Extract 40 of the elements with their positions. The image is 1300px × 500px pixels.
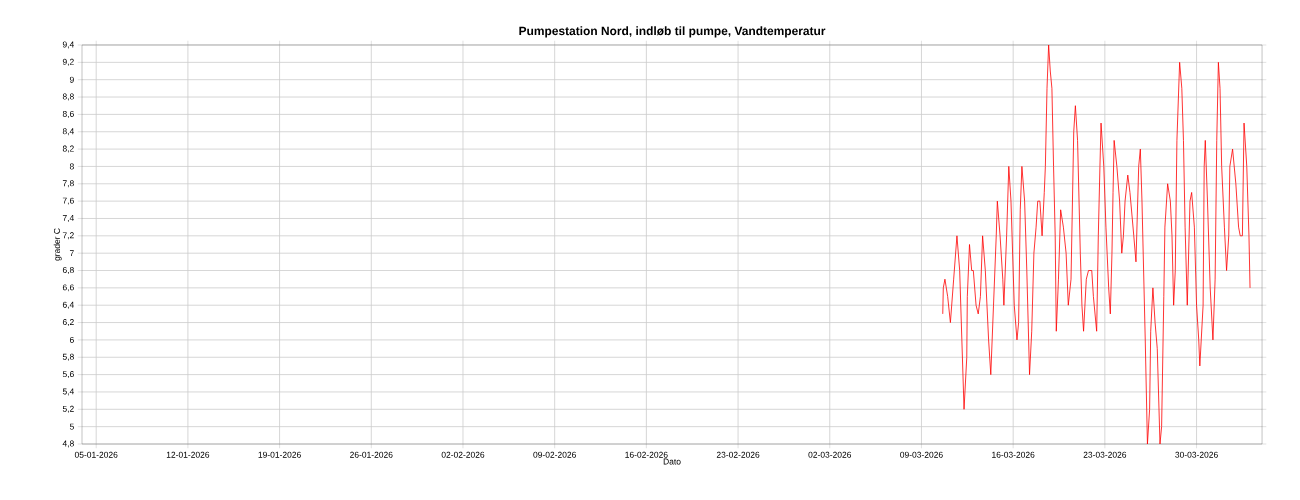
y-tick-label: 6,2 [62, 319, 74, 327]
x-tick-label: 16-03-2026 [992, 451, 1035, 458]
x-tick-label: 02-02-2026 [441, 451, 485, 458]
x-tick-label: 19-01-2026 [258, 451, 301, 458]
x-tick-label: 26-01-2026 [350, 451, 393, 458]
y-tick-label: 7 [69, 250, 74, 257]
y-tick-label: 6,4 [62, 301, 74, 309]
x-tick-label: 16-02-2026 [625, 451, 668, 458]
y-tick-label: 6,8 [62, 267, 74, 275]
y-tick-label: 5,8 [62, 353, 74, 361]
y-tick-label: 8 [69, 163, 74, 170]
y-tick-label: 7,6 [62, 197, 74, 205]
y-tick-label: 5,2 [62, 405, 74, 413]
x-tick-label: 09-03-2026 [900, 451, 943, 458]
x-tick-label: 23-02-2026 [716, 451, 760, 458]
x-tick-label: 05-01-2026 [74, 451, 118, 458]
y-tick-label: 4,8 [62, 440, 74, 448]
y-axis-title: grader C [53, 228, 62, 261]
x-tick-label: 30-03-2026 [1175, 451, 1218, 458]
y-tick-label: 7,8 [62, 180, 74, 188]
chart-title: Pumpestation Nord, indløb til pumpe, Vandtemperatur [519, 26, 826, 38]
y-tick-label: 7,4 [62, 215, 74, 222]
y-tick-label: 8,2 [62, 145, 74, 153]
y-tick-label: 8,8 [62, 93, 74, 101]
y-tick-label: 5,6 [62, 371, 74, 379]
y-tick-label: 5 [69, 423, 74, 430]
y-tick-label: 8,4 [62, 128, 74, 136]
x-tick-label: 09-02-2026 [533, 451, 576, 458]
x-axis-title: Dato [663, 458, 681, 465]
x-tick-label: 23-03-2026 [1083, 451, 1127, 458]
y-tick-label: 6,6 [62, 284, 74, 292]
x-tick-label: 12-01-2026 [166, 451, 210, 458]
y-tick-label: 6 [69, 336, 74, 343]
y-tick-label: 5,4 [62, 388, 74, 396]
y-tick-label: 8,6 [62, 110, 74, 118]
y-tick-label: 9,2 [62, 58, 74, 66]
x-tick-label: 02-03-2026 [808, 451, 852, 458]
y-tick-label: 9,4 [62, 41, 74, 49]
y-tick-label: 7,2 [62, 232, 74, 240]
y-tick-label: 9 [69, 76, 74, 83]
